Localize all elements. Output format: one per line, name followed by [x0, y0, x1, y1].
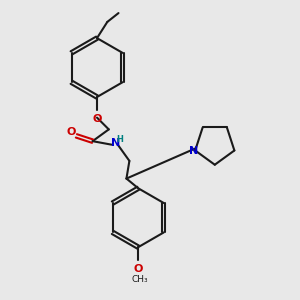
Text: O: O	[134, 264, 143, 274]
Text: N: N	[189, 146, 198, 156]
Text: O: O	[66, 127, 76, 137]
Text: N: N	[111, 138, 120, 148]
Text: CH₃: CH₃	[131, 274, 148, 284]
Text: H: H	[116, 135, 123, 144]
Text: O: O	[92, 114, 102, 124]
